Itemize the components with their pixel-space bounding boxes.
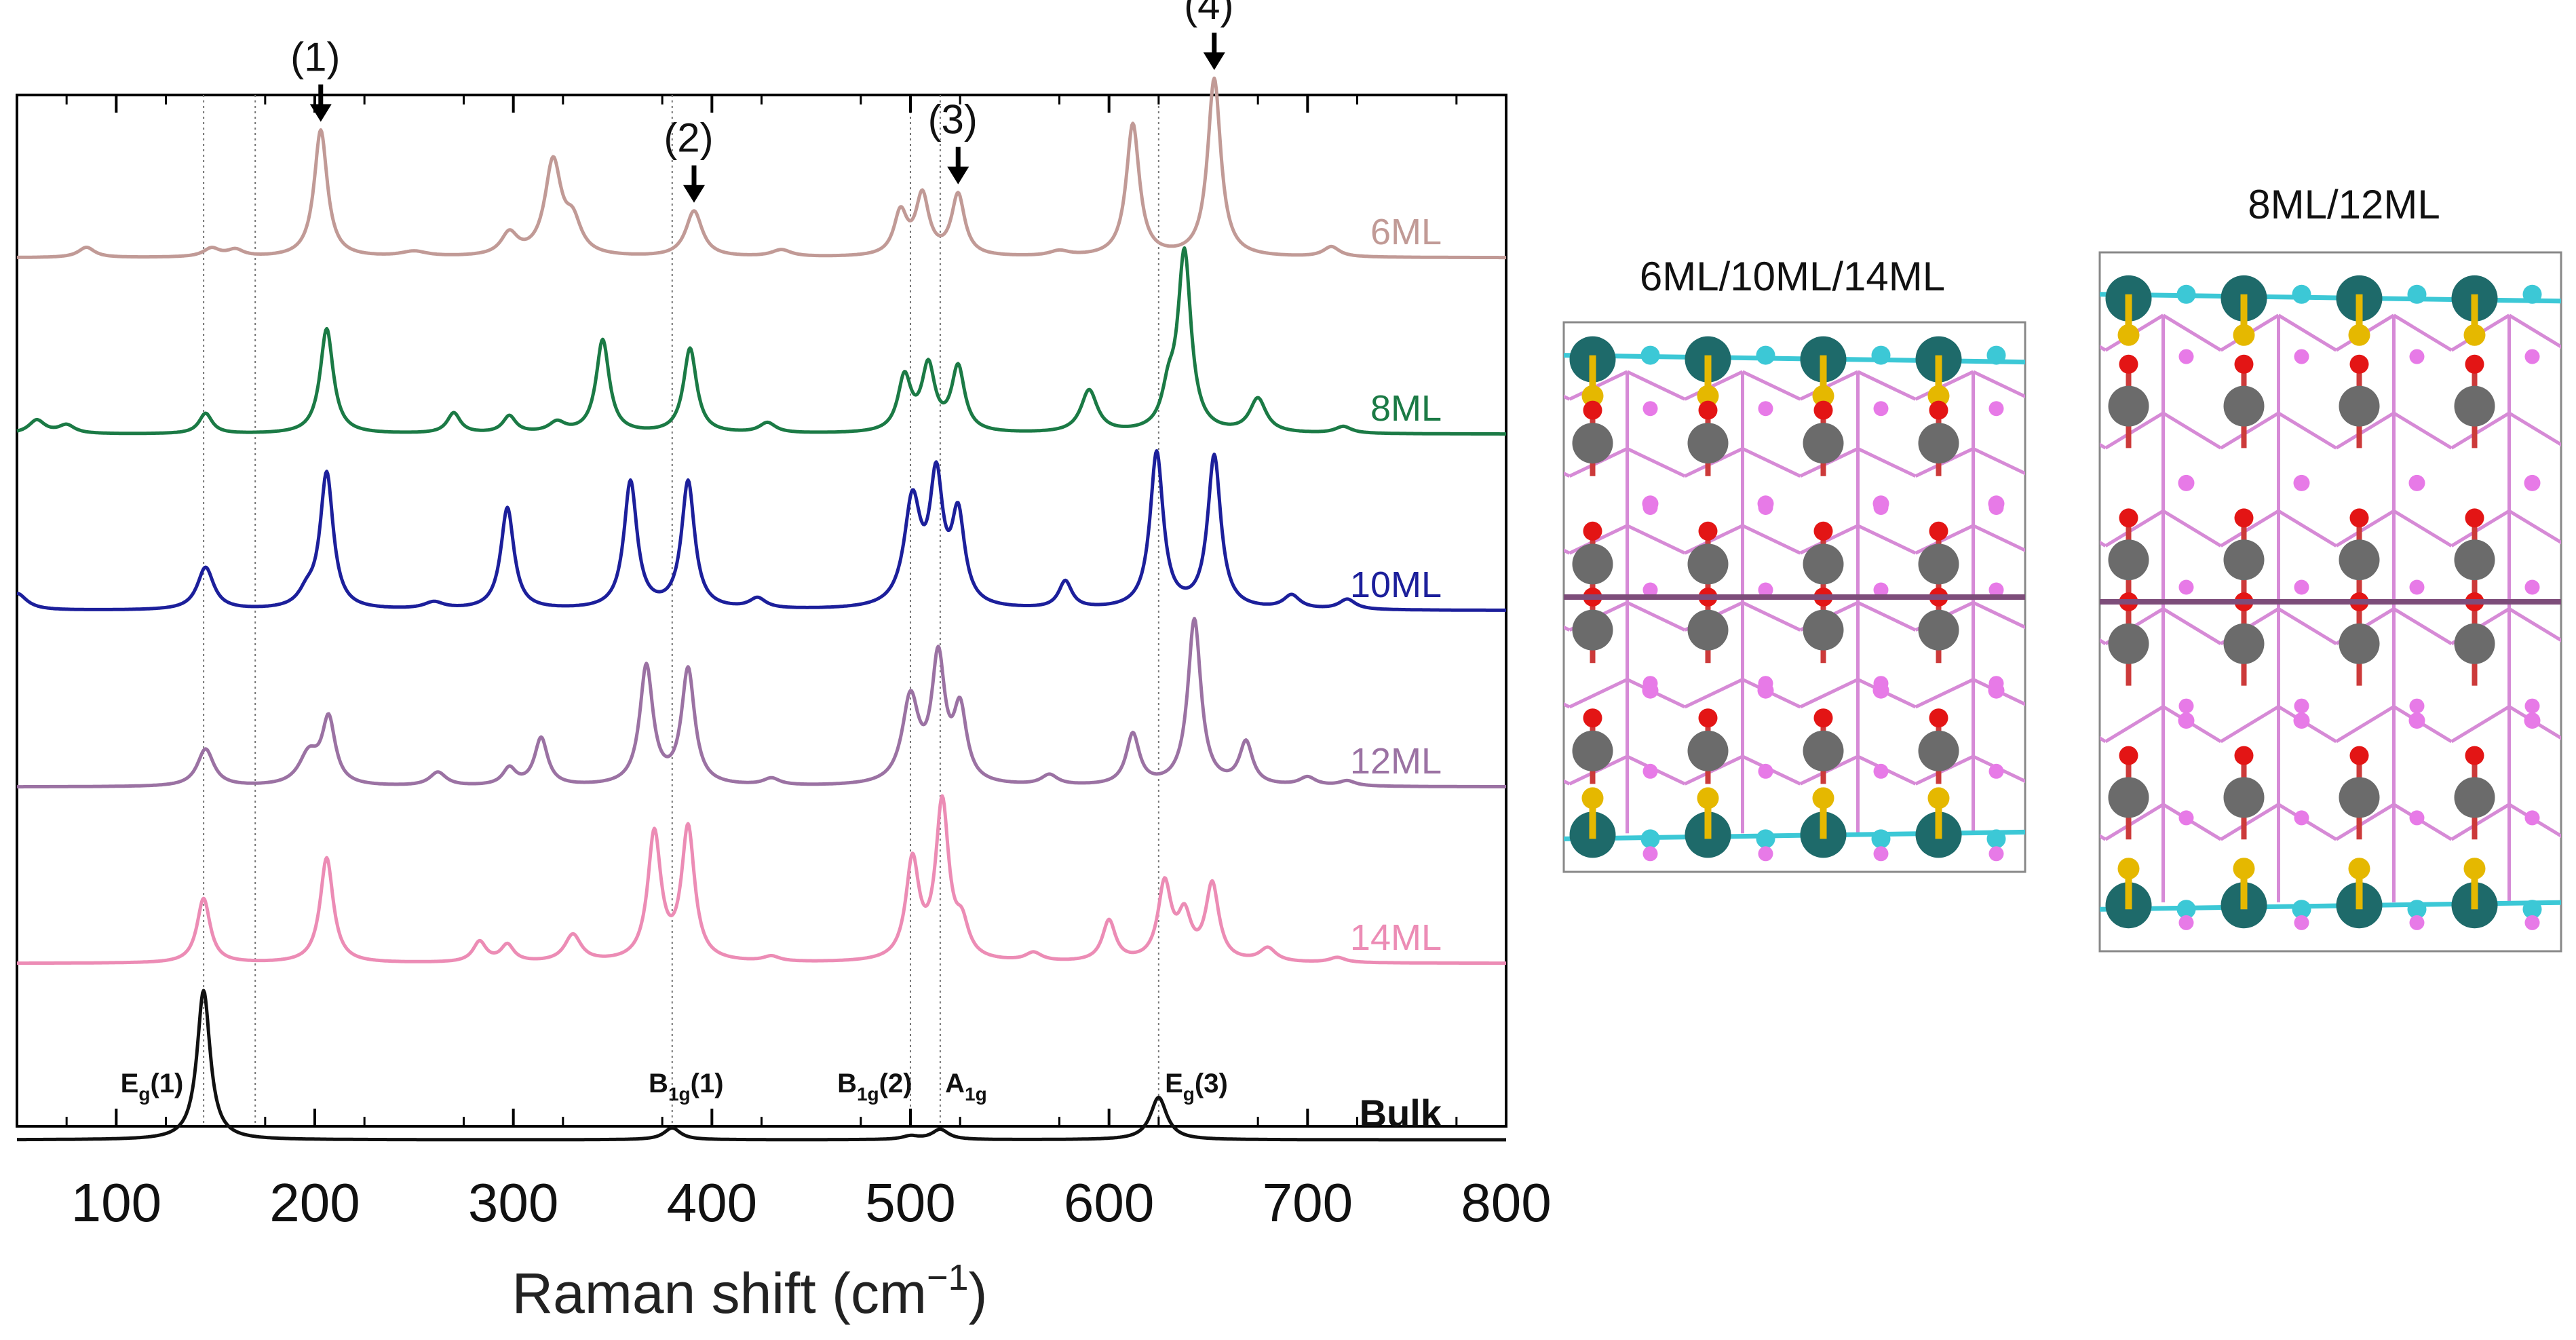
series-line-14ml bbox=[16, 794, 1507, 965]
x-tick-label-500: 500 bbox=[865, 1172, 955, 1233]
x-tick-label-100: 100 bbox=[71, 1172, 161, 1233]
peak-label-3: B1g(2) bbox=[837, 1069, 912, 1105]
arrow-label-2: (2) bbox=[664, 115, 713, 161]
peak-labels: Eg(1) B1g(1) B1g(2) A1g Eg(3) bbox=[121, 1069, 1228, 1105]
panel-atoms bbox=[1564, 336, 2025, 862]
series-label-12ml: 12ML bbox=[1350, 741, 1442, 782]
series-label-bulk: Bulk bbox=[1360, 1092, 1442, 1134]
x-tick-label-600: 600 bbox=[1064, 1172, 1154, 1233]
peak-label-2: B1g(1) bbox=[649, 1069, 723, 1105]
series-label-14ml: 14ML bbox=[1350, 917, 1442, 958]
series-line-8ml bbox=[16, 246, 1507, 436]
peak-label-1: Eg(1) bbox=[121, 1069, 184, 1105]
structure-title-2: 8ML/12ML bbox=[2248, 182, 2440, 227]
x-tick-label-400: 400 bbox=[667, 1172, 757, 1233]
x-tick-label-800: 800 bbox=[1461, 1172, 1551, 1233]
series-label-8ml: 8ML bbox=[1370, 388, 1442, 429]
arrow-head-4 bbox=[1203, 52, 1225, 71]
arrow-head-1 bbox=[309, 104, 332, 122]
series-label-10ml: 10ML bbox=[1350, 564, 1442, 605]
structure-panel-6ml-10ml-14ml bbox=[1562, 321, 2026, 873]
arrow-label-1: (1) bbox=[290, 34, 340, 79]
panel-atoms bbox=[2100, 275, 2561, 930]
peak-label-4: A1g bbox=[945, 1069, 987, 1105]
x-axis: 100 200 300 400 500 600 700 800 bbox=[65, 95, 1552, 1233]
series-line-bulk bbox=[16, 989, 1507, 1142]
reference-lines bbox=[203, 95, 1159, 1126]
series-line-6ml bbox=[16, 76, 1507, 260]
arrow-head-2 bbox=[683, 185, 705, 203]
x-tick-label-200: 200 bbox=[269, 1172, 360, 1233]
series-labels: 6ML 8ML 10ML 12ML 14ML Bulk bbox=[1350, 212, 1442, 1134]
structure-title-1: 6ML/10ML/14ML bbox=[1640, 254, 1945, 299]
series-line-12ml bbox=[16, 617, 1507, 789]
arrow-head-3 bbox=[947, 166, 969, 185]
x-tick-label-300: 300 bbox=[468, 1172, 558, 1233]
x-axis-title: Raman shift (cm−1) bbox=[512, 1257, 987, 1325]
series-label-6ml: 6ML bbox=[1370, 212, 1442, 252]
peak-arrows: (1) (2) (3) (4) bbox=[290, 0, 1233, 203]
arrow-label-4: (4) bbox=[1184, 0, 1233, 28]
arrow-label-3: (3) bbox=[928, 97, 978, 142]
structure-panel-8ml-12ml bbox=[2098, 251, 2562, 953]
peak-label-5: Eg(3) bbox=[1165, 1069, 1228, 1105]
spectra-traces bbox=[16, 76, 1507, 1142]
x-tick-label-700: 700 bbox=[1263, 1172, 1353, 1233]
series-line-10ml bbox=[16, 449, 1507, 612]
